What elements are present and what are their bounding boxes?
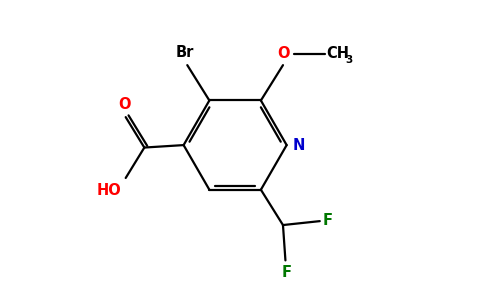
Text: O: O — [119, 97, 131, 112]
Text: CH: CH — [326, 46, 349, 61]
Text: N: N — [293, 138, 305, 153]
Text: Br: Br — [176, 45, 194, 60]
Text: F: F — [281, 265, 291, 280]
Text: O: O — [277, 46, 290, 61]
Text: HO: HO — [97, 183, 122, 198]
Text: F: F — [322, 213, 332, 228]
Text: 3: 3 — [345, 55, 352, 65]
